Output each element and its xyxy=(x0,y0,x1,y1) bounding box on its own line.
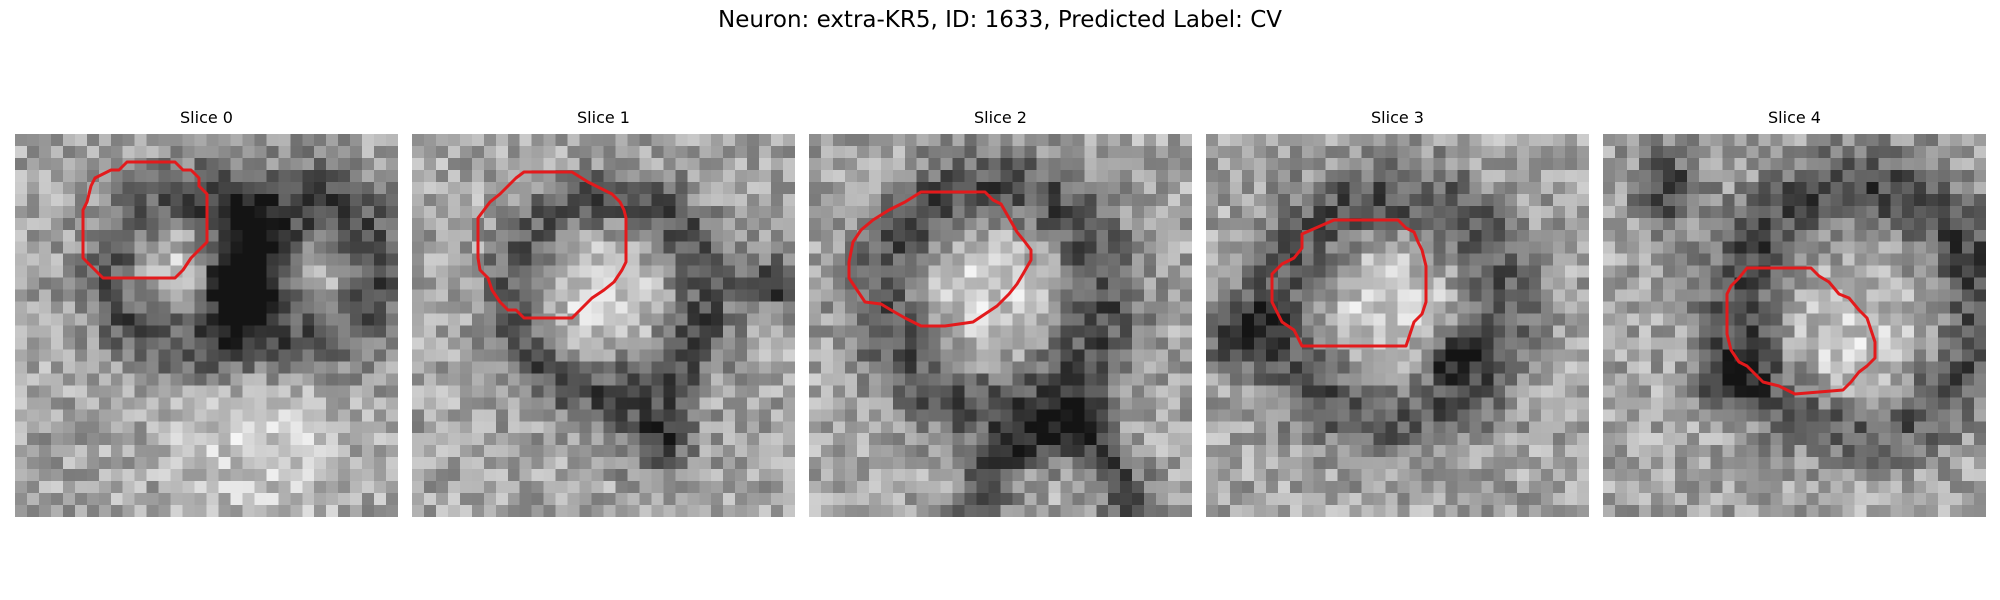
slice-title: Slice 4 xyxy=(1768,108,1821,127)
slice-panel-2: Slice 2 xyxy=(809,108,1192,518)
segmentation-contour xyxy=(81,160,209,280)
segmentation-contour-layer xyxy=(81,160,209,280)
figure-title: Neuron: extra-KR5, ID: 1633, Predicted L… xyxy=(717,7,1283,33)
grayscale-em-image xyxy=(412,134,795,517)
segmentation-contour-layer xyxy=(847,190,1033,328)
segmentation-contour xyxy=(1725,266,1877,396)
slice-title: Slice 1 xyxy=(577,108,630,127)
slice-title: Slice 3 xyxy=(1371,108,1424,127)
slice-title: Slice 0 xyxy=(180,108,233,127)
slice-panel-1: Slice 1 xyxy=(412,108,795,518)
slice-title: Slice 2 xyxy=(974,108,1027,127)
segmentation-contour xyxy=(847,190,1033,328)
grayscale-em-image xyxy=(1603,134,1986,517)
segmentation-contour-layer xyxy=(1270,218,1428,348)
slice-panel-3: Slice 3 xyxy=(1206,108,1589,518)
segmentation-contour-layer xyxy=(476,170,628,320)
segmentation-contour xyxy=(1270,218,1428,348)
slice-panel-0: Slice 0 xyxy=(15,108,398,518)
segmentation-contour xyxy=(476,170,628,320)
segmentation-contour-layer xyxy=(1725,266,1877,396)
slice-panel-4: Slice 4 xyxy=(1603,108,1986,518)
grayscale-em-image xyxy=(1206,134,1589,517)
grayscale-em-image xyxy=(809,134,1192,517)
